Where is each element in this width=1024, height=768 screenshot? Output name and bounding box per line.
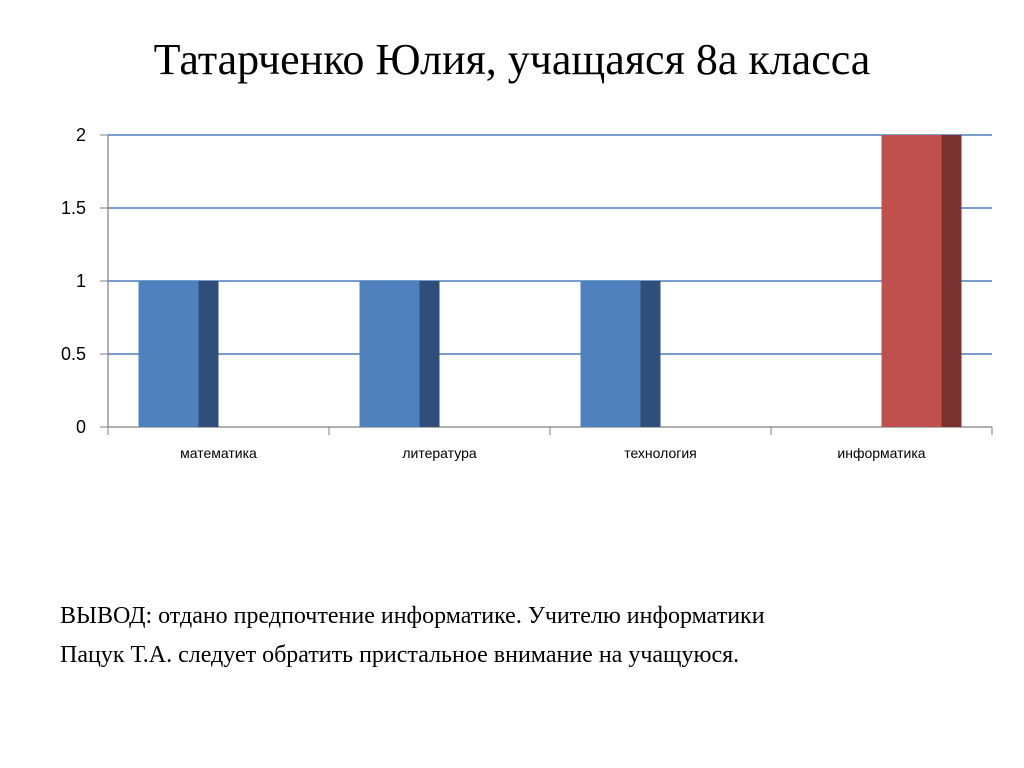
- y-tick-label: 2: [76, 125, 86, 145]
- bar-chart: 0 0.5 1 1.5 2 математика литература технология…: [61, 125, 993, 461]
- conclusion-text: ВЫВОД: отдано предпочтение информатике. …: [60, 597, 980, 675]
- y-gridlines: [108, 134, 992, 355]
- x-tick-label: математика: [180, 445, 257, 461]
- y-axis: 0 0.5 1 1.5 2: [61, 125, 109, 437]
- x-axis: [107, 426, 993, 435]
- y-tick-label: 0: [76, 417, 86, 437]
- x-tick-label: информатика: [837, 445, 925, 461]
- slide-title: Татарченко Юлия, учащаяся 8а класса: [153, 35, 871, 84]
- x-tick-label: литература: [402, 445, 476, 461]
- x-tick-label: технология: [624, 445, 697, 461]
- bars: [138, 135, 962, 427]
- y-tick-label: 1.5: [61, 198, 86, 218]
- bar-side: [941, 135, 962, 427]
- bar-side: [640, 281, 661, 427]
- x-tick-labels: математика литература технология информатик…: [180, 445, 926, 461]
- conclusion-line-1: ВЫВОД: отдано предпочтение информатике. …: [60, 603, 765, 629]
- y-tick-label: 1: [76, 271, 86, 291]
- y-tick-label: 0.5: [61, 344, 86, 364]
- conclusion-line-2: Пацук Т.А. следует обратить пристальное …: [60, 642, 740, 668]
- bar: [359, 281, 420, 427]
- bar: [580, 281, 641, 427]
- bar-side: [198, 281, 219, 427]
- bar-side: [419, 281, 440, 427]
- bar: [881, 135, 942, 427]
- bar: [138, 281, 199, 427]
